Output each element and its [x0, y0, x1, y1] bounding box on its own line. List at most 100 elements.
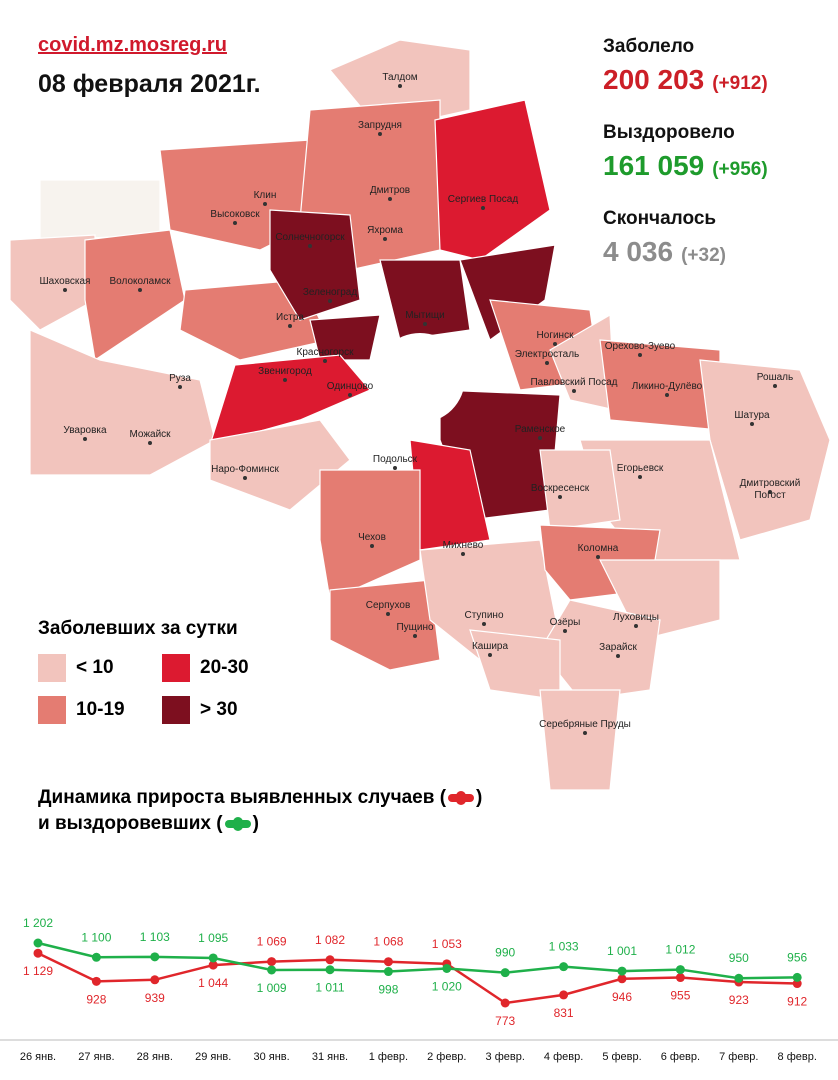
town-dot	[488, 653, 492, 657]
x-tick-label: 29 янв.	[195, 1051, 231, 1063]
town-label: Ликино-Дулёво	[632, 381, 703, 392]
town-label: Ступино	[465, 610, 504, 621]
town-label: Зарайск	[599, 642, 637, 653]
town-label: Талдом	[382, 72, 417, 83]
point	[267, 965, 277, 975]
data-label: 1 053	[432, 937, 462, 951]
town-label: Мытищи	[405, 310, 445, 321]
x-tick-label: 6 февр.	[661, 1051, 700, 1063]
region	[84, 229, 186, 362]
data-label: 950	[729, 951, 749, 965]
point	[325, 965, 335, 975]
town-dot	[750, 422, 754, 426]
town-label: Шаховская	[40, 276, 91, 287]
town-label: Дмитровский Погост	[740, 478, 801, 501]
point	[208, 953, 218, 963]
town-dot	[634, 624, 638, 628]
point	[500, 998, 510, 1008]
stat-value: 200 203	[603, 64, 705, 95]
legend-swatch	[162, 696, 190, 724]
legend-icon	[448, 790, 475, 805]
town-dot	[243, 476, 247, 480]
town-dot	[288, 324, 292, 328]
region	[29, 329, 216, 476]
legend-swatch	[38, 696, 66, 724]
series-line	[37, 952, 798, 1005]
point	[675, 973, 685, 983]
region	[539, 689, 621, 791]
town-label: Серпухов	[366, 600, 411, 611]
stat-change: (+956)	[712, 159, 768, 180]
data-label: 1 202	[23, 916, 53, 930]
point	[150, 975, 160, 985]
point	[792, 979, 802, 989]
data-label: 1 001	[607, 944, 637, 958]
data-label: 1 129	[23, 964, 53, 978]
town-dot	[148, 441, 152, 445]
region	[269, 209, 361, 321]
data-label: 773	[495, 1014, 515, 1028]
data-label: 1 044	[198, 976, 228, 990]
town-label: Одинцово	[327, 381, 374, 392]
town-label: Сергиев Посад	[448, 194, 519, 205]
town-label: Егорьевск	[617, 463, 664, 474]
legend-label: < 10	[76, 657, 114, 678]
stat-label: Скончалось	[603, 208, 717, 229]
town-label: Серебряные Пруды	[539, 718, 631, 730]
town-dot	[665, 393, 669, 397]
town-dot	[413, 634, 417, 638]
x-tick-label: 27 янв.	[78, 1051, 114, 1063]
town-dot	[563, 629, 567, 633]
town-label: Высоковск	[210, 209, 260, 220]
x-tick-label: 31 янв.	[312, 1051, 348, 1063]
stat-row: 4 036 (+32)	[603, 236, 726, 268]
data-label: 946	[612, 990, 632, 1004]
data-label: 990	[495, 946, 515, 960]
data-label: 912	[787, 995, 807, 1009]
town-dot	[283, 378, 287, 382]
data-label: 1 020	[432, 979, 462, 993]
town-label-part: Погост	[754, 490, 786, 501]
town-dot	[583, 731, 587, 735]
point	[33, 938, 43, 948]
town-dot	[308, 244, 312, 248]
town-dot	[572, 389, 576, 393]
town-dot	[383, 237, 387, 241]
town-dot	[538, 436, 542, 440]
legend-swatch	[38, 654, 66, 682]
x-tick-label: 4 февр.	[544, 1051, 583, 1063]
legend-swatch	[162, 654, 190, 682]
town-label: Электросталь	[515, 349, 580, 360]
town-dot	[63, 288, 67, 292]
x-tick-label: 5 февр.	[602, 1051, 641, 1063]
town-dot	[545, 361, 549, 365]
town-dot	[482, 622, 486, 626]
town-label: Яхрома	[367, 225, 403, 236]
point	[150, 952, 160, 962]
town-label: Истра	[276, 312, 304, 323]
legend-label: 10-19	[76, 699, 125, 720]
town-label: Коломна	[578, 543, 619, 554]
data-label: 998	[378, 983, 398, 997]
series-line	[37, 941, 798, 980]
point	[383, 967, 393, 977]
region	[379, 259, 471, 341]
x-tick-label: 26 янв.	[20, 1051, 56, 1063]
town-label: Уваровка	[63, 425, 107, 436]
stat-row: 161 059 (+956)	[603, 150, 768, 182]
town-dot	[323, 359, 327, 363]
data-label: 1 012	[665, 943, 695, 957]
town-dot	[461, 552, 465, 556]
town-label: Ногинск	[537, 330, 575, 341]
data-label: 1 009	[257, 981, 287, 995]
town-label: Михнево	[443, 540, 484, 551]
town-dot	[233, 221, 237, 225]
point	[617, 966, 627, 976]
town-labels: Талдом Запрудня Клин Дмитров Высоковск Сергие…	[40, 72, 801, 735]
town-dot	[328, 299, 332, 303]
town-label: Чехов	[358, 532, 386, 543]
data-label: 955	[670, 989, 690, 1003]
legend-label: > 30	[200, 699, 238, 720]
data-label: 1 069	[257, 935, 287, 949]
